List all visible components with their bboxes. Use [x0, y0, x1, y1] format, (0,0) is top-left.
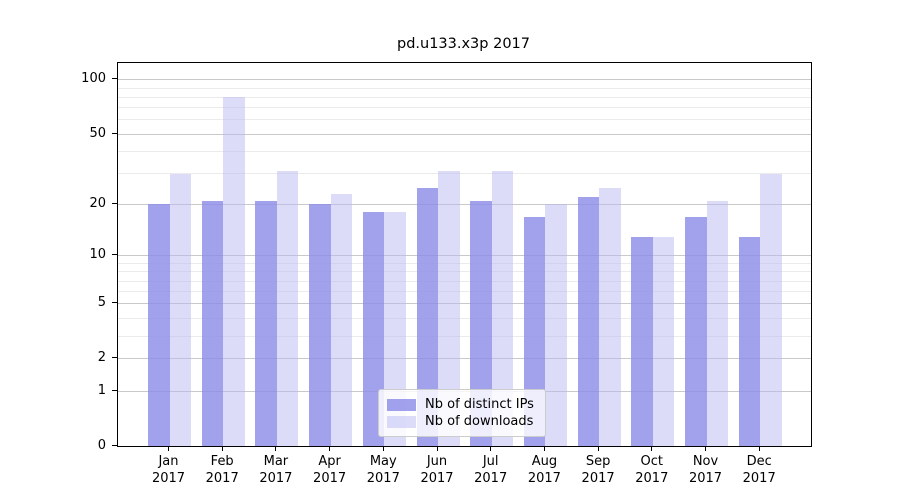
bar-distinct-ips-oct-2017 [631, 236, 653, 446]
gridline-major [118, 358, 811, 360]
x-tick-label: Dec 2017 [742, 454, 776, 486]
y-tick-label: 20 [89, 195, 106, 211]
bar-downloads-apr-2017 [330, 193, 353, 446]
y-tick-mark [112, 254, 117, 256]
x-tick-mark [329, 446, 331, 451]
y-tick-mark [112, 389, 117, 391]
bar-downloads-jul-2017 [491, 171, 514, 446]
y-tick-mark [112, 78, 117, 80]
gridline-minor [118, 173, 811, 175]
y-tick-mark [112, 302, 117, 304]
x-tick-label: Jun 2017 [420, 454, 454, 486]
legend-item: Nb of downloads [387, 413, 537, 430]
gridline-major [118, 203, 811, 205]
x-tick-label: Sep 2017 [581, 454, 615, 486]
x-tick-mark [275, 446, 277, 451]
gridline-minor [118, 87, 811, 89]
x-tick-label: Nov 2017 [688, 454, 723, 486]
bar-distinct-ips-aug-2017 [523, 216, 546, 446]
x-tick-mark [543, 446, 545, 451]
bar-downloads-jun-2017 [438, 171, 460, 446]
gridline-major [118, 303, 811, 305]
plot-area [117, 62, 812, 447]
y-tick-label: 1 [97, 382, 106, 398]
x-tick-label: Jan 2017 [151, 454, 186, 486]
bar-downloads-may-2017 [384, 212, 406, 446]
legend: Nb of distinct IPs Nb of downloads [378, 389, 546, 437]
bar-distinct-ips-jul-2017 [470, 200, 492, 446]
y-tick-label: 10 [89, 247, 106, 263]
x-tick-label: Apr 2017 [313, 454, 347, 486]
gridline-minor [118, 262, 811, 264]
bar-downloads-mar-2017 [276, 171, 299, 446]
legend-item: Nb of distinct IPs [387, 396, 537, 413]
bar-distinct-ips-apr-2017 [309, 204, 331, 446]
x-tick-label: Mar 2017 [259, 454, 293, 486]
x-tick-mark [705, 446, 706, 451]
legend-swatch-nb-of-downloads [387, 415, 416, 428]
legend-label: Nb of downloads [425, 413, 534, 429]
x-tick-mark [436, 446, 438, 451]
bar-distinct-ips-dec-2017 [738, 236, 761, 446]
x-tick-mark [758, 446, 760, 451]
x-tick-label: Oct 2017 [635, 454, 669, 486]
x-tick-mark [168, 446, 169, 451]
bar-downloads-jan-2017 [169, 173, 191, 446]
gridline-major [118, 79, 811, 81]
gridline-minor [118, 119, 811, 121]
legend-label: Nb of distinct IPs [425, 396, 534, 412]
gridline-major [118, 133, 811, 135]
y-tick-label: 2 [97, 350, 106, 366]
gridline-minor [118, 317, 811, 319]
gridline-minor [118, 96, 811, 98]
bar-distinct-ips-sep-2017 [577, 197, 600, 446]
bar-downloads-nov-2017 [706, 200, 728, 446]
y-tick-label: 0 [97, 437, 106, 453]
legend-swatch-nb-of-distinct-ips [387, 398, 416, 411]
bar-downloads-feb-2017 [223, 97, 245, 446]
y-tick-mark [112, 444, 117, 446]
y-tick-mark [112, 357, 117, 359]
y-tick-mark [112, 132, 117, 134]
x-tick-mark [597, 446, 599, 451]
x-tick-mark [221, 446, 223, 451]
gridline-minor [118, 335, 811, 337]
x-tick-mark [651, 446, 653, 451]
x-tick-label: Jul 2017 [474, 454, 508, 486]
gridline-major [118, 255, 811, 257]
y-tick-label: 50 [89, 125, 106, 141]
x-tick-label: May 2017 [366, 454, 400, 486]
bar-downloads-dec-2017 [760, 173, 782, 446]
bar-distinct-ips-may-2017 [362, 212, 385, 446]
y-tick-label: 100 [81, 71, 106, 87]
gridline-minor [118, 150, 811, 152]
bar-downloads-aug-2017 [545, 204, 567, 446]
gridline-minor [118, 291, 811, 293]
y-tick-mark [112, 202, 117, 204]
x-tick-mark [382, 446, 384, 451]
gridline-minor [118, 271, 811, 273]
bar-downloads-sep-2017 [599, 187, 621, 446]
chart-title: pd.u133.x3p 2017 [396, 36, 530, 52]
bar-distinct-ips-mar-2017 [255, 200, 277, 446]
bar-distinct-ips-feb-2017 [201, 200, 224, 446]
bar-distinct-ips-jan-2017 [148, 204, 170, 446]
y-tick-label: 5 [97, 295, 106, 311]
gridline-minor [118, 107, 811, 109]
x-tick-label: Aug 2017 [527, 454, 561, 486]
gridline-minor [118, 280, 811, 282]
x-tick-mark [490, 446, 492, 451]
x-tick-label: Feb 2017 [205, 454, 239, 486]
bar-downloads-oct-2017 [652, 236, 675, 446]
bar-distinct-ips-nov-2017 [685, 216, 707, 446]
bar-distinct-ips-jun-2017 [416, 187, 438, 446]
